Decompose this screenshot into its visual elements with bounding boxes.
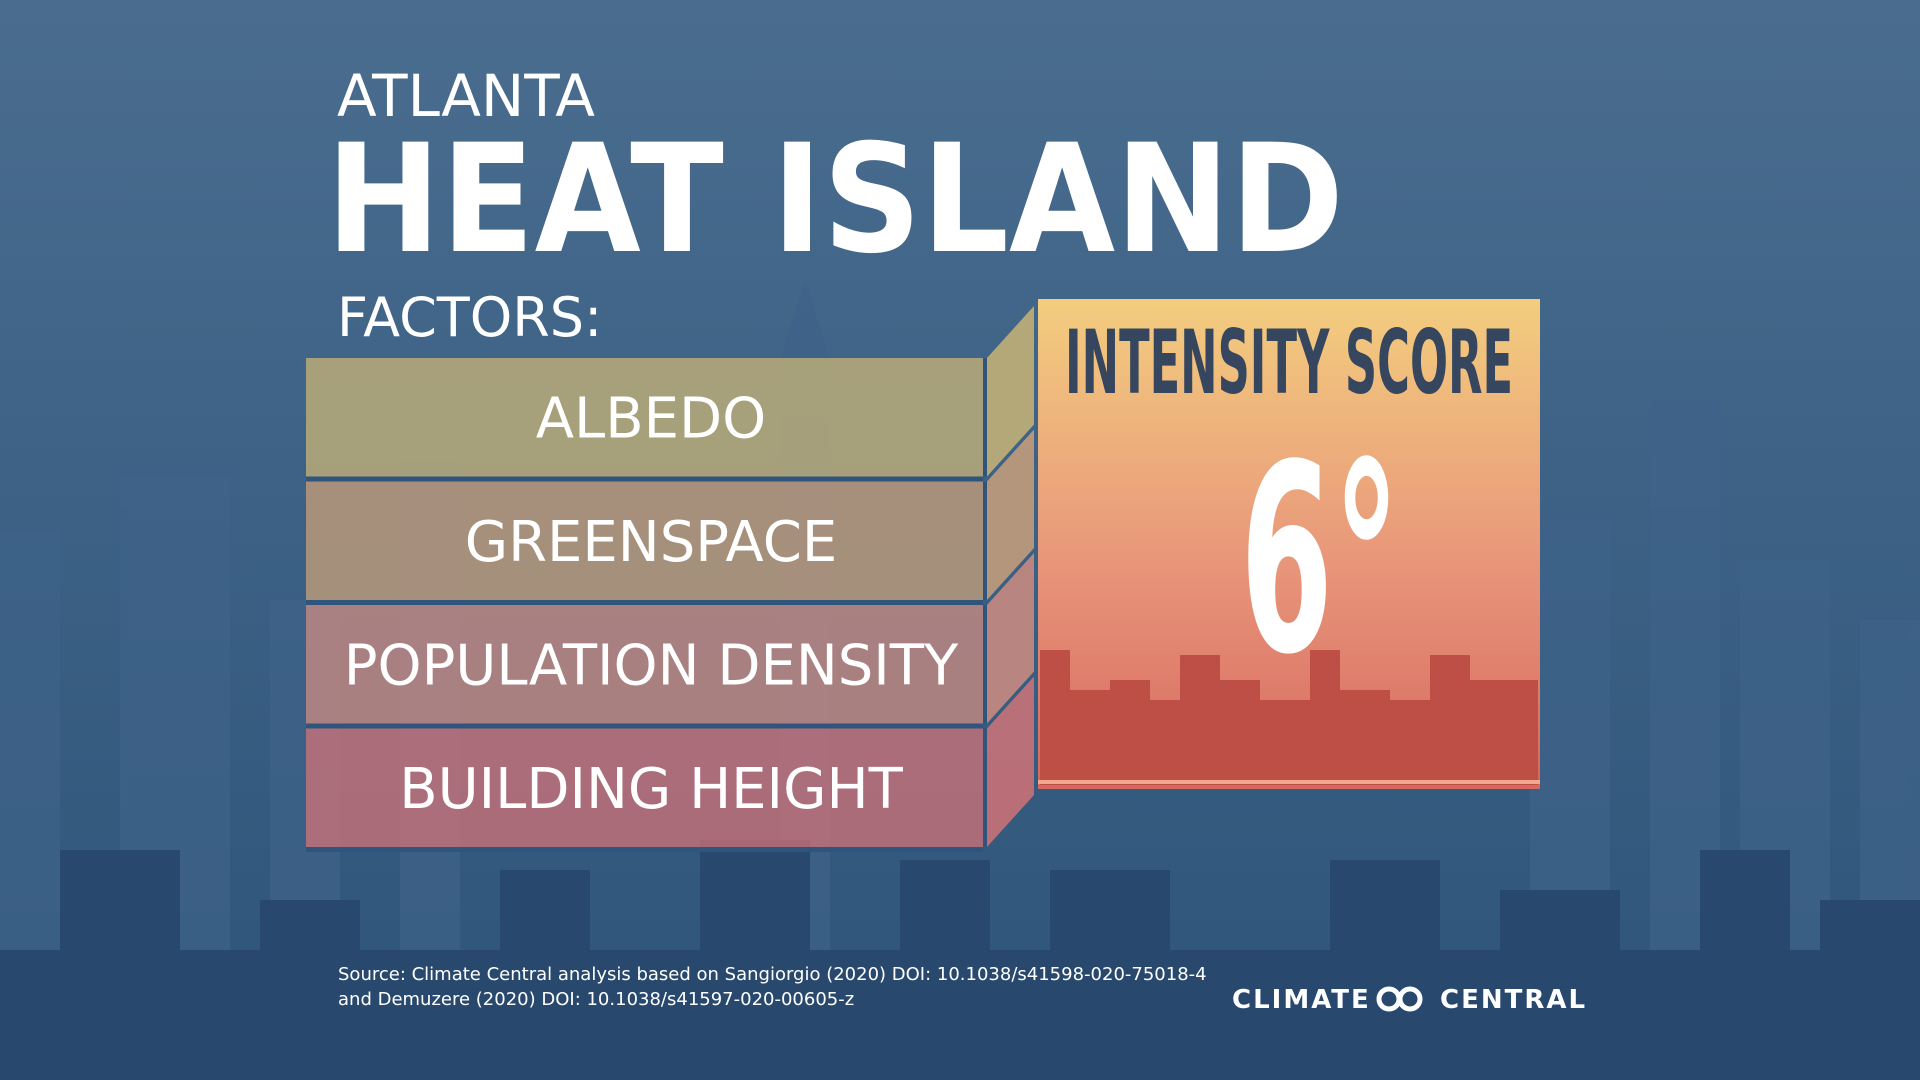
skyline-front	[0, 840, 1920, 1080]
score-label: INTENSITY SCORE	[1065, 311, 1513, 414]
factor-side	[987, 306, 1034, 477]
logo-icon	[1376, 986, 1423, 1012]
box-buildings	[1038, 650, 1540, 785]
title: HEAT ISLAND	[326, 113, 1344, 287]
factor-bar	[306, 728, 983, 847]
factor-bar	[306, 605, 983, 724]
factors-label: FACTORS:	[337, 286, 602, 349]
factor-bar	[306, 481, 983, 600]
source-line: Source: Climate Central analysis based o…	[338, 964, 1207, 985]
factor-label: BUILDING HEIGHT	[399, 757, 903, 822]
factor-label: ALBEDO	[536, 386, 767, 451]
factor-bar	[306, 358, 983, 477]
factor-side	[987, 676, 1034, 847]
factor-side	[987, 553, 1034, 724]
logo-text: CLIMATE	[1232, 985, 1371, 1015]
city: ATLANTA	[337, 62, 595, 130]
logo-text: CENTRAL	[1440, 985, 1587, 1015]
factor-label: GREENSPACE	[465, 510, 838, 575]
factor-label: POPULATION DENSITY	[344, 633, 959, 698]
factor-side	[987, 429, 1034, 600]
factors: ALBEDO GREENSPACE POPULATION DENSITY BUILDI…	[306, 306, 1034, 852]
source-line: and Demuzere (2020) DOI: 10.1038/s41597-…	[338, 989, 854, 1010]
score-value: 6°	[1240, 410, 1400, 712]
